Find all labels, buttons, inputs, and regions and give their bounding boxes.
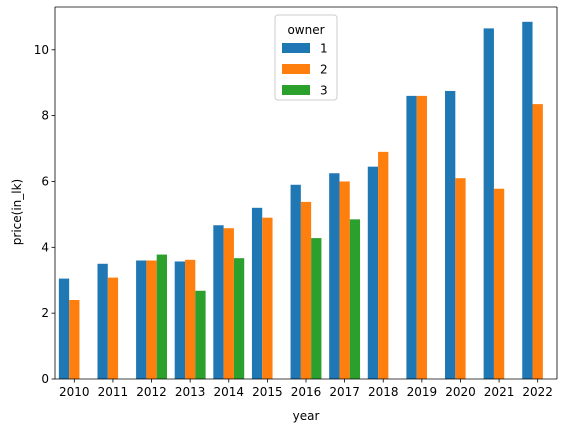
bar-owner-2-2022: [532, 104, 543, 380]
bar-owner-1-2014: [213, 225, 224, 379]
bar-owner-3-2017: [349, 219, 361, 379]
x-tick-label: 2017: [329, 385, 360, 399]
bar-owner-2-2014: [223, 228, 234, 379]
x-tick-label: 2014: [213, 385, 244, 399]
bar-owner-1-2010: [58, 278, 70, 379]
bar-owner-3-2014: [233, 258, 245, 379]
y-tick-label: 8: [41, 109, 49, 123]
x-tick-label: 2010: [59, 385, 90, 399]
bar-owner-3-2012: [156, 254, 167, 379]
bar-owner-3-2013: [195, 290, 206, 379]
bar-owner-1-2018: [367, 166, 379, 379]
bar-owner-1-2011: [97, 263, 108, 379]
bar-owner-1-2021: [483, 28, 494, 380]
bar-owner-1-2015: [251, 207, 263, 379]
x-tick-label: 2020: [445, 385, 476, 399]
bar-owner-3-2016: [311, 238, 322, 379]
x-tick-label: 2015: [252, 385, 283, 399]
legend-label-owner-2: 2: [320, 63, 328, 77]
x-tick-label: 2021: [484, 385, 515, 399]
bar-owner-1-2019: [406, 95, 417, 379]
bar-owner-2-2020: [455, 178, 466, 379]
y-tick-label: 0: [41, 372, 49, 386]
bars-layer: [58, 21, 543, 380]
bar-owner-2-2018: [378, 151, 389, 379]
bar-owner-1-2017: [329, 173, 340, 379]
y-tick-label: 10: [34, 43, 49, 57]
x-axis-label: year: [293, 409, 320, 423]
legend-label-owner-3: 3: [320, 84, 328, 98]
bar-owner-1-2020: [445, 90, 456, 379]
bar-owner-2-2015: [262, 217, 273, 379]
legend-swatch-owner-2: [282, 64, 310, 74]
legend-swatch-owner-3: [282, 85, 310, 95]
legend-label-owner-1: 1: [320, 42, 328, 56]
bar-owner-2-2013: [185, 259, 196, 379]
bar-owner-2-2021: [493, 188, 505, 379]
x-tick-label: 2011: [98, 385, 129, 399]
bar-owner-2-2017: [339, 181, 350, 379]
y-axis-label: price(in_lk): [10, 179, 24, 245]
x-tick-label: 2013: [175, 385, 206, 399]
y-tick-label: 4: [41, 240, 49, 254]
axes-layer: 0 2 4 6 8 10 2010 2011 2012 2013 2014 2015 2016 2017 2…: [34, 6, 558, 399]
legend-swatch-owner-1: [282, 43, 310, 53]
bar-owner-1-2012: [136, 260, 147, 379]
y-tick-label: 2: [41, 306, 49, 320]
legend-frame: [274, 14, 338, 101]
bar-owner-2-2016: [300, 201, 312, 379]
legend: owner 1 2 3: [274, 14, 338, 101]
bar-owner-2-2011: [107, 277, 119, 379]
legend-title: owner: [287, 23, 324, 37]
bar-owner-1-2016: [290, 184, 301, 379]
x-tick-label: 2019: [407, 385, 438, 399]
x-tick-label: 2018: [368, 385, 399, 399]
x-tick-label: 2012: [136, 385, 167, 399]
y-tick-label: 6: [41, 174, 49, 188]
bar-owner-2-2010: [69, 299, 80, 379]
bar-owner-2-2012: [146, 260, 157, 379]
x-tick-label: 2016: [291, 385, 322, 399]
x-tick-label: 2022: [522, 385, 553, 399]
bar-owner-1-2022: [522, 21, 533, 380]
bar-owner-1-2013: [174, 261, 186, 379]
bar-owner-2-2019: [416, 95, 427, 379]
